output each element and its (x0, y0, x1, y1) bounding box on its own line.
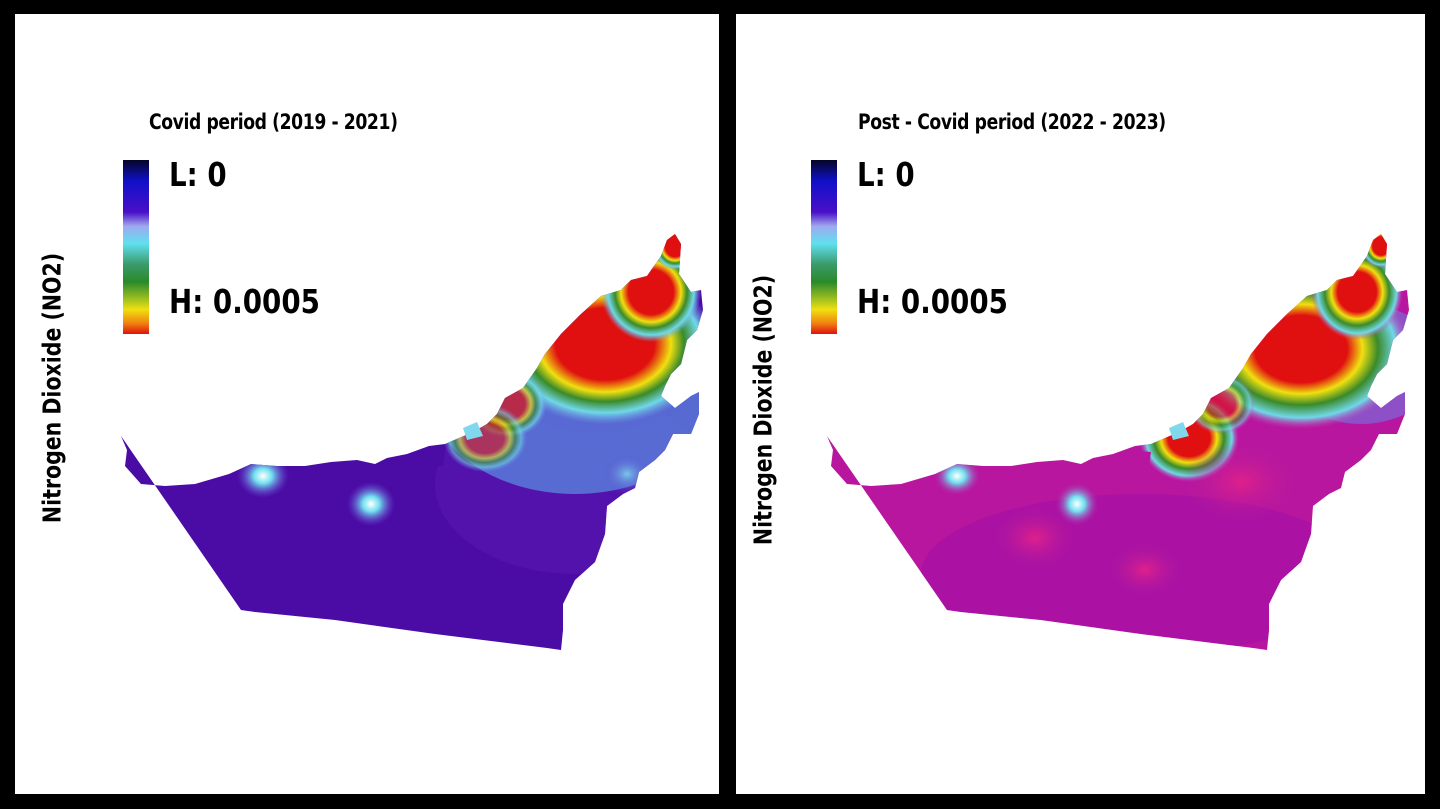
y-axis-label-covid: Nitrogen Dioxide (NO2) (37, 252, 67, 524)
uae-no2-map-covid (121, 234, 703, 650)
colorbar-legend-post-covid (811, 160, 837, 334)
map-panel-covid: Covid period (2019 - 2021) Nitrogen Diox… (15, 14, 719, 794)
legend-high-label-post-covid: H: 0.0005 (857, 282, 1008, 321)
colorbar-legend-covid (123, 160, 149, 334)
panel-title-covid: Covid period (2019 - 2021) (149, 110, 398, 134)
legend-low-label-post-covid: L: 0 (857, 155, 915, 194)
panel-title-post-covid: Post - Covid period (2022 - 2023) (858, 110, 1166, 134)
legend-low-label-covid: L: 0 (169, 155, 227, 194)
y-axis-label-post-covid: Nitrogen Dioxide (NO2) (748, 274, 778, 546)
map-panel-post-covid: Post - Covid period (2022 - 2023) Nitrog… (736, 14, 1425, 794)
legend-high-label-covid: H: 0.0005 (169, 282, 320, 321)
uae-no2-map-post-covid (827, 234, 1409, 650)
